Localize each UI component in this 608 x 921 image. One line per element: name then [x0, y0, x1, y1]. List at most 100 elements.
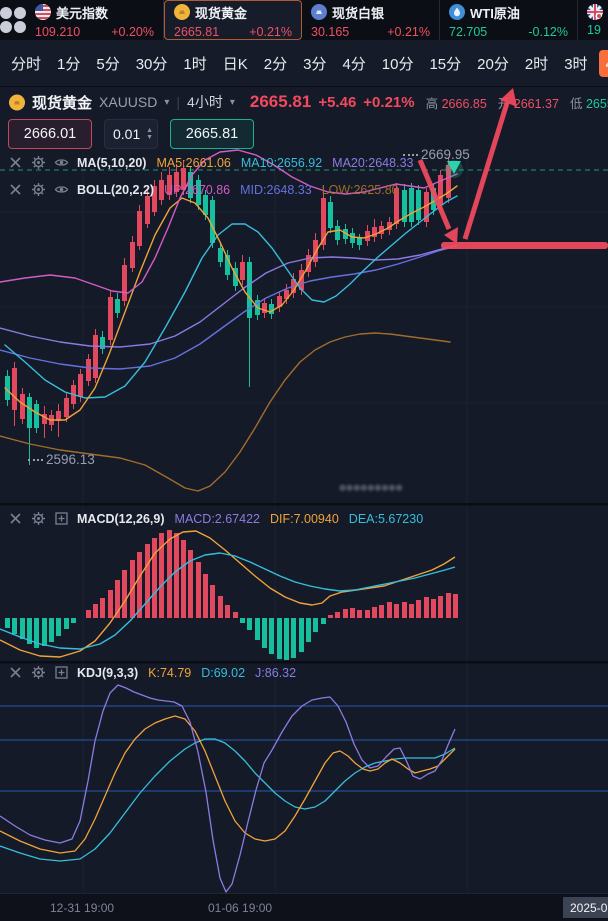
stepper-down-icon[interactable]: ▼	[146, 134, 153, 141]
oil-drop-icon	[449, 4, 465, 20]
ticker-wti-crude[interactable]: WTI原油 72.705 -0.12%	[440, 0, 578, 40]
dotted-line	[403, 153, 418, 156]
price-change: +5.46	[318, 93, 357, 111]
time-axis-label: 12-31 19:00	[50, 901, 115, 915]
eye-icon[interactable]	[54, 155, 69, 170]
ticker-spot-gold[interactable]: 现货黄金 2665.81 +0.21%	[164, 0, 302, 40]
boll-value: UP:2670.86	[164, 182, 231, 197]
ticker-value: 30.165	[311, 24, 350, 39]
divider: |	[176, 94, 181, 110]
close-icon[interactable]	[8, 511, 23, 526]
us-flag-icon	[35, 4, 51, 20]
ma5-line	[4, 185, 458, 421]
kdj-value: K:74.79	[148, 665, 192, 680]
quantity-value[interactable]: 0.01	[113, 126, 141, 142]
interval-selector[interactable]: 4小时	[187, 94, 223, 110]
macd-indicator-title: MACD(12,26,9)	[77, 511, 165, 526]
ticker-value: 72.705	[449, 24, 488, 39]
app-logo-icon	[0, 7, 26, 33]
boll-indicator-title: BOLL(20,2,2)	[77, 182, 155, 197]
uk-flag-icon	[587, 4, 603, 20]
open-label: 开 2661.37	[497, 96, 559, 111]
macd-dif-line	[0, 530, 456, 658]
sell-price-button[interactable]: 2666.01	[8, 119, 92, 149]
quantity-stepper[interactable]: 0.01 ▲ ▼	[104, 119, 158, 149]
expand-icon[interactable]	[54, 665, 69, 680]
high-value: 2666.85	[441, 96, 487, 111]
ma-indicator-legend: MA(5,10,20) MA5:2661.06 MA10:2656.92 MA20:…	[8, 155, 413, 170]
ma-indicator-title: MA(5,10,20)	[77, 155, 147, 170]
boll-indicator-legend: BOLL(20,2,2) UP:2670.86 MID:2648.33 LOW:26…	[8, 182, 399, 197]
ticker-partial[interactable]: 19	[578, 0, 608, 40]
ticker-name: 美元指数	[56, 5, 109, 21]
ticker-change: -0.12%	[528, 24, 568, 39]
macd-dea-line	[0, 552, 456, 650]
symbol-header: 现货黄金 XAUUSD ▾ | 4小时 ▾ 2665.81 +5.46 +0.2…	[0, 88, 608, 116]
expand-icon[interactable]	[54, 511, 69, 526]
buy-price-button[interactable]: 2665.81	[170, 119, 254, 149]
boll_up-line	[0, 149, 458, 294]
settings-gear-icon[interactable]	[31, 155, 46, 170]
timeframe-tab-4时[interactable]: 4时	[598, 49, 608, 77]
open-value: 2661.37	[513, 96, 559, 111]
timeframe-tab-20分[interactable]: 20分	[477, 55, 509, 73]
ma-value: MA20:2648.33	[332, 155, 414, 170]
boll-value: MID:2648.33	[240, 182, 312, 197]
ma-value: MA5:2661.06	[156, 155, 231, 170]
kdj-indicator-title: KDJ(9,3,3)	[77, 665, 139, 680]
low-label: 低 2655.4	[570, 93, 608, 112]
chart-high-label: 2669.95	[403, 147, 470, 162]
timeframe-tab-分时[interactable]: 分时	[11, 55, 42, 73]
timeframe-tab-3时[interactable]: 3时	[564, 55, 588, 73]
chart-low-label: 2596.13	[28, 452, 95, 467]
timeframe-tab-10分[interactable]: 10分	[381, 55, 414, 73]
kdj-d-line	[0, 738, 456, 862]
last-price: 2665.81	[249, 92, 312, 111]
ticker-change: +0.21%	[387, 24, 430, 39]
ticker-spot-silver[interactable]: 现货白银 30.165 +0.21%	[302, 0, 440, 40]
symbol-code[interactable]: XAUUSD	[99, 94, 158, 110]
time-axis[interactable]: 12-31 19:00 01-06 19:00 2025-01-1	[0, 893, 608, 921]
ticker-strip: 美元指数 109.210 +0.20% 现货黄金 2665.81	[26, 0, 608, 40]
timeframe-tab-30分[interactable]: 30分	[135, 55, 168, 73]
eye-icon[interactable]	[54, 182, 69, 197]
close-icon[interactable]	[8, 665, 23, 680]
time-axis-current-date: 2025-01-1	[563, 897, 608, 918]
ma10-line	[4, 195, 458, 399]
ma-value: MA10:2656.92	[240, 155, 323, 170]
ticker-usd-index[interactable]: 美元指数 109.210 +0.20%	[26, 0, 164, 40]
settings-gear-icon[interactable]	[31, 511, 46, 526]
order-panel: 2666.01 0.01 ▲ ▼ 2665.81	[8, 119, 254, 149]
symbol-name[interactable]: 现货黄金	[32, 94, 93, 112]
close-icon[interactable]	[8, 155, 23, 170]
settings-gear-icon[interactable]	[31, 665, 46, 680]
timeframe-tab-1分[interactable]: 1分	[57, 55, 81, 73]
macd-value: DEA:5.67230	[348, 511, 424, 526]
app-logo[interactable]	[0, 0, 26, 40]
timeframe-tab-1时[interactable]: 1时	[183, 55, 207, 73]
macd-indicator-legend: MACD(12,26,9) MACD:2.67422 DIF:7.00940 DEA…	[8, 511, 423, 526]
ticker-value: 109.210	[35, 24, 81, 39]
price-change-pct: +0.21%	[363, 93, 415, 111]
time-axis-label: 01-06 19:00	[208, 901, 273, 915]
boll_low-line	[0, 332, 451, 492]
timeframe-tab-5分[interactable]: 5分	[96, 55, 120, 73]
chevron-down-icon[interactable]: ▾	[229, 96, 235, 108]
dotted-line	[28, 458, 43, 461]
kdj-value: J:86.32	[255, 665, 297, 680]
timeframe-tab-2时[interactable]: 2时	[524, 55, 549, 73]
timeframe-tab-2分[interactable]: 2分	[263, 55, 288, 73]
settings-gear-icon[interactable]	[31, 182, 46, 197]
kdj-value: D:69.02	[201, 665, 246, 680]
close-icon[interactable]	[8, 182, 23, 197]
chevron-down-icon[interactable]: ▾	[164, 96, 170, 108]
timeframe-tab-4分[interactable]: 4分	[342, 55, 366, 73]
kdj-indicator-legend: KDJ(9,3,3) K:74.79 D:69.02 J:86.32	[8, 665, 296, 680]
candlestick-chart[interactable]	[0, 148, 608, 893]
timeframe-tab-15分[interactable]: 15分	[429, 55, 462, 73]
watermark: ●●●●●●●●●	[338, 479, 404, 496]
timeframe-tab-日K[interactable]: 日K	[222, 55, 248, 73]
timeframe-tab-3分[interactable]: 3分	[303, 55, 327, 73]
stepper-up-icon[interactable]: ▲	[146, 127, 153, 134]
